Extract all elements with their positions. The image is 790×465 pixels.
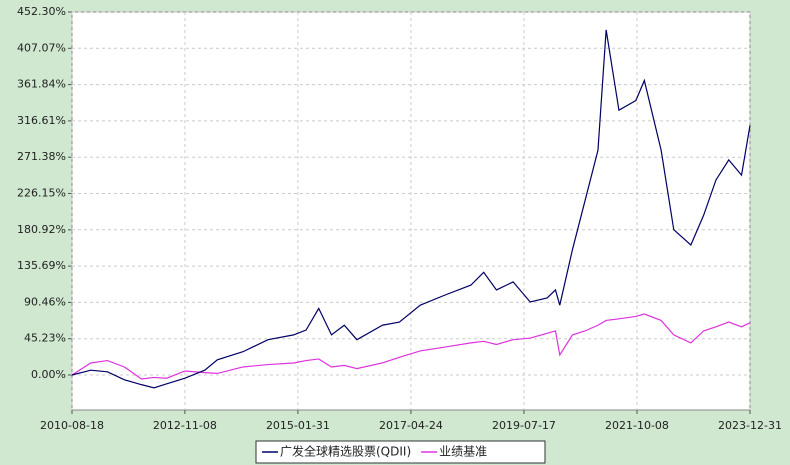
y-tick-label: 407.07% bbox=[17, 41, 66, 54]
y-tick-label: 90.46% bbox=[24, 295, 66, 308]
x-tick-label: 2010-08-18 bbox=[40, 419, 104, 432]
y-tick-label: 452.30% bbox=[17, 5, 66, 18]
x-tick-label: 2015-01-31 bbox=[266, 419, 330, 432]
y-tick-label: 135.69% bbox=[17, 259, 66, 272]
x-tick-label: 2019-07-17 bbox=[492, 419, 556, 432]
y-tick-label: 361.84% bbox=[17, 78, 66, 91]
x-tick-label: 2012-11-08 bbox=[153, 419, 217, 432]
y-tick-label: 0.00% bbox=[31, 368, 66, 381]
x-tick-label: 2021-10-08 bbox=[605, 419, 669, 432]
legend-box bbox=[255, 440, 546, 464]
y-tick-label: 45.23% bbox=[24, 332, 66, 345]
x-tick-label: 2017-04-24 bbox=[379, 419, 443, 432]
y-tick-label: 226.15% bbox=[17, 187, 66, 200]
series-line bbox=[71, 29, 751, 389]
x-tick-label: 2023-12-31 bbox=[718, 419, 782, 432]
y-tick-label: 316.61% bbox=[17, 114, 66, 127]
series-line bbox=[71, 313, 751, 380]
legend-text: 业绩基准 bbox=[439, 445, 487, 459]
y-tick-label: 180.92% bbox=[17, 223, 66, 236]
y-tick-label: 271.38% bbox=[17, 150, 66, 163]
legend-text: 广发全球精选股票(QDII) bbox=[280, 444, 411, 459]
